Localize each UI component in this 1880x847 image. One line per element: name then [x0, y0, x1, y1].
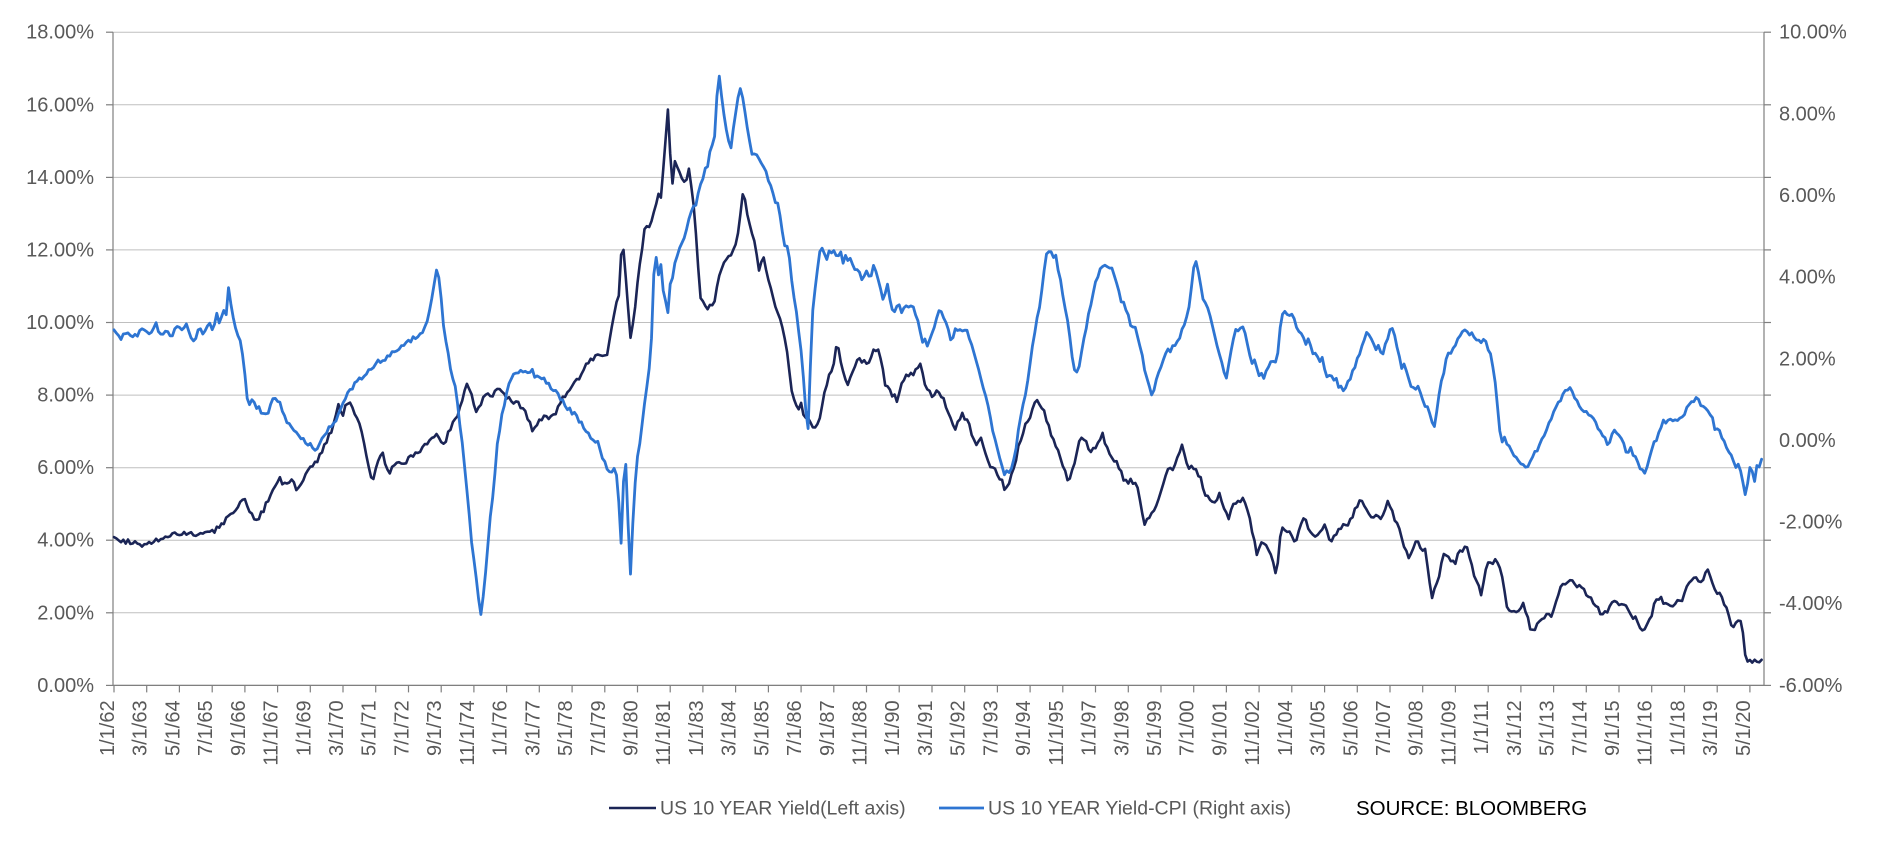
svg-text:3/1/63: 3/1/63	[130, 700, 152, 756]
svg-text:7/1/65: 7/1/65	[195, 700, 217, 756]
svg-text:1/1/76: 1/1/76	[490, 700, 512, 756]
svg-text:9/1/94: 9/1/94	[1013, 700, 1035, 756]
svg-text:9/1/87: 9/1/87	[817, 700, 839, 756]
svg-text:SOURCE: BLOOMBERG: SOURCE: BLOOMBERG	[1356, 797, 1587, 820]
svg-text:1/1/90: 1/1/90	[882, 700, 904, 756]
svg-text:11/1/81: 11/1/81	[653, 700, 675, 765]
svg-text:1/1/69: 1/1/69	[293, 700, 315, 756]
svg-text:8.00%: 8.00%	[1779, 103, 1836, 125]
svg-text:16.00%: 16.00%	[26, 94, 94, 116]
svg-text:2.00%: 2.00%	[37, 602, 94, 624]
svg-text:6.00%: 6.00%	[37, 457, 94, 479]
svg-text:18.00%: 18.00%	[26, 22, 94, 44]
svg-text:10.00%: 10.00%	[26, 312, 94, 334]
svg-text:3/1/77: 3/1/77	[522, 700, 544, 756]
svg-text:5/1/85: 5/1/85	[751, 700, 773, 756]
svg-text:3/1/70: 3/1/70	[326, 700, 348, 756]
svg-text:7/1/79: 7/1/79	[588, 700, 610, 756]
svg-text:9/1/15: 9/1/15	[1602, 700, 1624, 756]
svg-text:8.00%: 8.00%	[37, 385, 94, 407]
svg-text:1/1/18: 1/1/18	[1668, 700, 1690, 756]
svg-text:11/1/95: 11/1/95	[1046, 700, 1068, 765]
svg-text:5/1/78: 5/1/78	[555, 700, 577, 756]
svg-text:1/1/11: 1/1/11	[1471, 700, 1493, 754]
svg-text:0.00%: 0.00%	[1779, 430, 1836, 452]
svg-text:US 10 YEAR Yield-CPI (Right ax: US 10 YEAR Yield-CPI (Right axis)	[988, 798, 1291, 820]
svg-text:5/1/20: 5/1/20	[1733, 700, 1755, 756]
svg-text:5/1/06: 5/1/06	[1340, 700, 1362, 756]
svg-text:9/1/01: 9/1/01	[1209, 700, 1231, 756]
svg-text:3/1/05: 3/1/05	[1308, 700, 1330, 756]
svg-text:11/1/16: 11/1/16	[1635, 700, 1657, 765]
svg-text:1/1/83: 1/1/83	[686, 700, 708, 756]
svg-text:14.00%: 14.00%	[26, 167, 94, 189]
svg-text:4.00%: 4.00%	[37, 530, 94, 552]
svg-text:2.00%: 2.00%	[1779, 348, 1836, 370]
svg-text:7/1/00: 7/1/00	[1177, 700, 1199, 756]
svg-text:-2.00%: -2.00%	[1779, 512, 1843, 534]
svg-text:US 10 YEAR Yield(Left axis): US 10 YEAR Yield(Left axis)	[660, 798, 906, 820]
svg-text:11/1/67: 11/1/67	[261, 700, 283, 765]
svg-text:7/1/93: 7/1/93	[980, 700, 1002, 756]
svg-text:11/1/74: 11/1/74	[457, 700, 479, 765]
svg-text:10.00%: 10.00%	[1779, 22, 1847, 44]
svg-text:5/1/92: 5/1/92	[948, 700, 970, 756]
svg-text:11/1/02: 11/1/02	[1242, 700, 1264, 765]
svg-text:-4.00%: -4.00%	[1779, 593, 1843, 615]
svg-text:3/1/84: 3/1/84	[719, 700, 741, 756]
svg-text:7/1/72: 7/1/72	[392, 700, 414, 756]
svg-text:9/1/08: 9/1/08	[1406, 700, 1428, 756]
svg-text:7/1/07: 7/1/07	[1373, 700, 1395, 756]
svg-text:12.00%: 12.00%	[26, 239, 94, 261]
svg-text:3/1/19: 3/1/19	[1700, 700, 1722, 756]
svg-text:7/1/86: 7/1/86	[784, 700, 806, 756]
svg-text:1/1/04: 1/1/04	[1275, 700, 1297, 756]
svg-text:3/1/91: 3/1/91	[915, 700, 937, 756]
svg-text:-6.00%: -6.00%	[1779, 675, 1843, 697]
svg-text:11/1/88: 11/1/88	[850, 700, 872, 765]
svg-text:3/1/98: 3/1/98	[1111, 700, 1133, 756]
svg-text:9/1/73: 9/1/73	[424, 700, 446, 756]
svg-text:4.00%: 4.00%	[1779, 267, 1836, 289]
svg-text:5/1/13: 5/1/13	[1537, 700, 1559, 756]
svg-text:1/1/62: 1/1/62	[97, 700, 119, 756]
svg-text:5/1/64: 5/1/64	[162, 700, 184, 756]
svg-text:11/1/09: 11/1/09	[1438, 700, 1460, 765]
svg-text:5/1/71: 5/1/71	[359, 700, 381, 756]
svg-text:6.00%: 6.00%	[1779, 185, 1836, 207]
svg-text:0.00%: 0.00%	[37, 675, 94, 697]
svg-text:9/1/66: 9/1/66	[228, 700, 250, 756]
svg-text:1/1/97: 1/1/97	[1079, 700, 1101, 756]
svg-text:9/1/80: 9/1/80	[621, 700, 643, 756]
svg-text:3/1/12: 3/1/12	[1504, 700, 1526, 756]
svg-text:5/1/99: 5/1/99	[1144, 700, 1166, 756]
svg-text:7/1/14: 7/1/14	[1569, 700, 1591, 756]
